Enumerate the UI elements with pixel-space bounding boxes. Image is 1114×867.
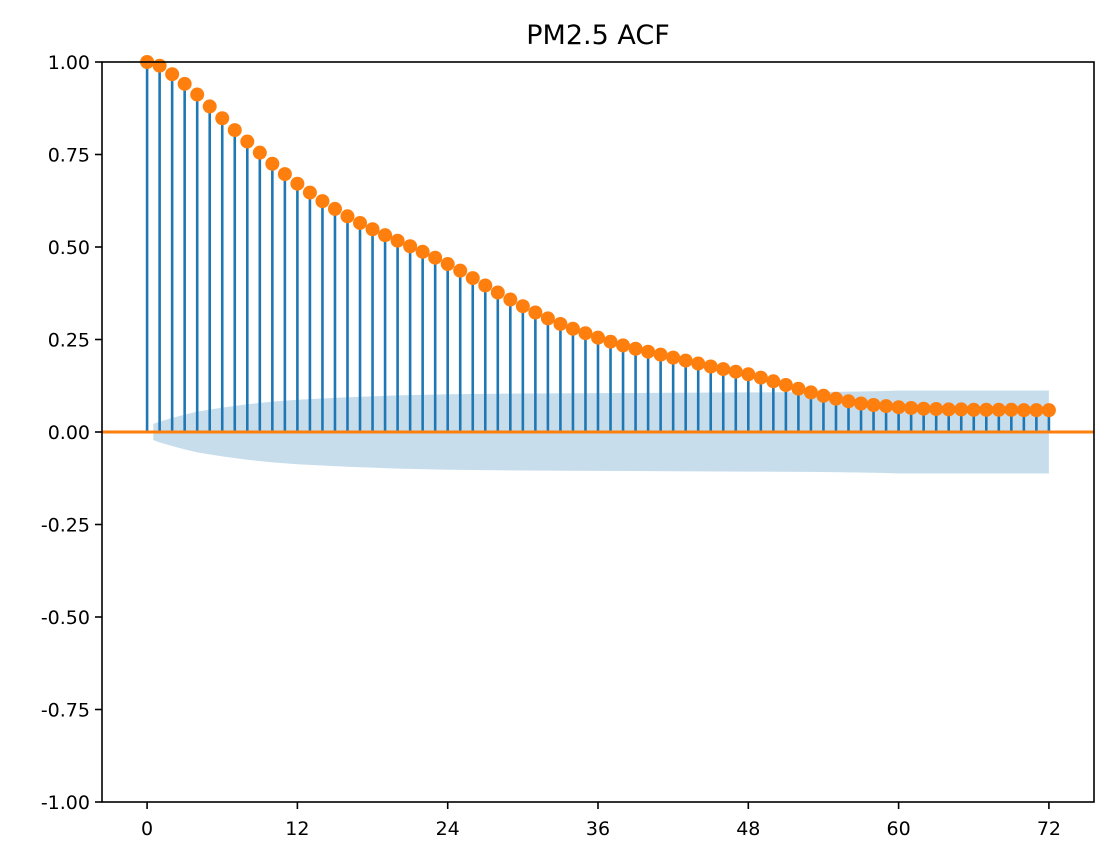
acf-marker [929,402,944,417]
acf-marker [1016,403,1031,418]
acf-marker [503,292,518,307]
acf-marker [515,299,530,314]
acf-marker [854,396,869,411]
axes-layer: 0 12 24 36 48 60 72 -1.00 -0.75 -0.50 -0.25 0.00 0.2… [41,52,1095,840]
x-tick-label: 24 [436,818,460,840]
acf-marker [991,402,1006,417]
acf-marker [240,134,255,149]
acf-marker [202,99,217,114]
acf-marker [327,201,342,216]
marker-layer [140,55,1056,418]
acf-marker [916,401,931,416]
acf-marker [766,374,781,389]
acf-marker [666,350,681,365]
acf-marker [415,244,430,259]
acf-marker [616,338,631,353]
acf-marker [741,367,756,382]
acf-marker [591,330,605,345]
acf-marker [165,67,180,82]
acf-marker [641,344,656,359]
acf-marker [152,58,167,73]
acf-marker [1004,402,1019,417]
acf-marker [540,311,555,326]
acf-marker [465,271,480,286]
acf-marker [578,326,593,341]
acf-marker [716,362,731,377]
acf-marker [691,356,706,371]
acf-marker [803,385,818,400]
x-tick-label: 0 [141,818,153,840]
acf-marker [365,222,380,237]
acf-marker [678,353,693,368]
acf-marker [453,263,468,278]
acf-marker [390,233,405,248]
acf-marker [979,402,994,417]
acf-marker [440,257,455,272]
acf-marker [966,402,981,417]
acf-marker [841,394,856,409]
acf-marker [428,250,443,265]
y-tick-label: 0.75 [48,145,90,167]
chart-title: PM2.5 ACF [526,20,669,51]
acf-marker [891,400,906,415]
acf-marker [215,111,230,126]
y-tick-label: 0.00 [48,422,90,444]
acf-marker [828,391,843,406]
acf-marker [353,215,368,230]
acf-marker [778,378,793,393]
acf-marker [703,359,718,374]
acf-marker [302,185,317,200]
acf-marker [478,278,493,293]
acf-marker [904,400,919,415]
y-tick-label: -1.00 [41,792,90,814]
y-tick-label: -0.25 [41,515,90,537]
x-tick-label: 72 [1037,818,1061,840]
y-tick-label: 0.50 [48,237,90,259]
acf-marker [277,167,292,182]
acf-marker [252,145,267,160]
acf-marker [653,347,668,362]
acf-marker [954,402,969,417]
acf-marker [1041,403,1056,418]
acf-marker [403,239,418,254]
y-tick-label: 0.25 [48,330,90,352]
acf-marker [177,76,192,91]
y-tick-label: -0.75 [41,700,90,722]
x-tick-label: 60 [887,818,911,840]
acf-marker [728,364,743,379]
acf-marker [490,285,505,300]
x-tick-label: 48 [736,818,760,840]
acf-marker [866,397,881,412]
acf-marker [227,123,242,138]
acf-marker [265,156,280,171]
acf-marker [290,176,305,191]
acf-marker [1029,403,1044,418]
acf-marker [190,87,205,102]
acf-marker [791,381,806,396]
acf-marker [816,388,831,403]
acf-marker [340,209,355,224]
x-tick-label: 36 [586,818,610,840]
acf-marker [603,334,618,349]
acf-marker [528,305,543,320]
acf-marker [565,321,580,336]
x-tick-label: 12 [285,818,309,840]
acf-marker [628,341,643,356]
acf-marker [315,194,330,209]
acf-marker [941,402,956,417]
acf-marker [553,316,568,331]
stem-layer [145,62,1051,432]
acf-marker [378,228,393,243]
y-tick-label: -0.50 [41,607,90,629]
y-tick-label: 1.00 [48,52,90,74]
acf-marker [753,370,768,385]
acf-marker [879,399,894,414]
